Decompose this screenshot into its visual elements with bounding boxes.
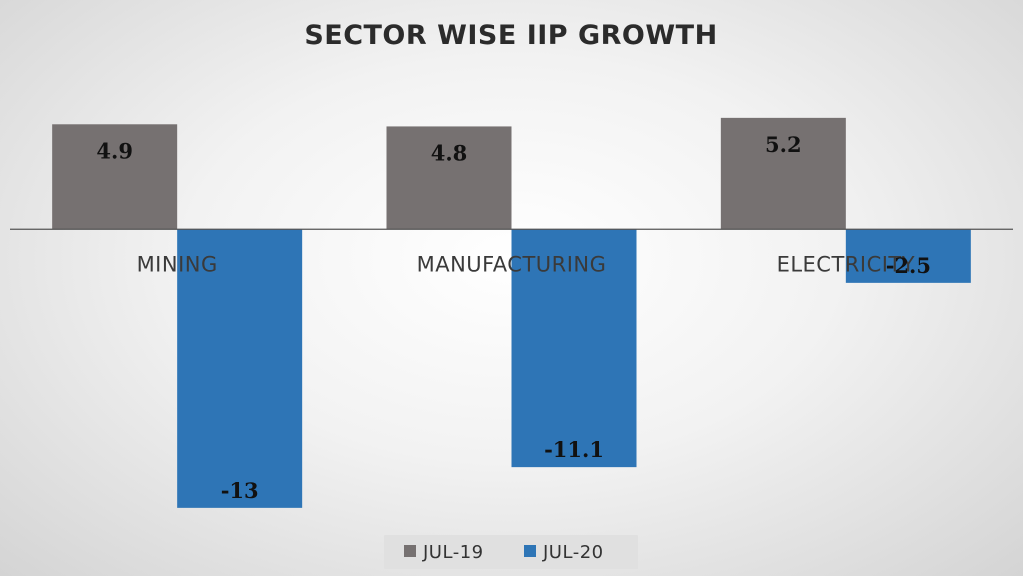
bar-electricity-jul-20 [845,229,971,283]
data-label-electricity-jul-19: 5.2 [765,132,802,157]
bar-manufacturing-jul-19 [386,126,512,230]
chart-title: SECTOR WISE IIP GROWTH [304,20,717,51]
data-label-electricity-jul-20: -2.5 [886,253,931,278]
bar-mining-jul-19 [52,124,178,230]
legend-label-jul-20: JUL-20 [542,542,604,563]
data-label-manufacturing-jul-19: 4.8 [431,140,468,165]
legend-label-jul-19: JUL-19 [422,542,484,563]
category-label-mining: MINING [137,252,218,276]
legend-swatch-jul-19 [404,545,416,557]
legend-swatch-jul-20 [524,545,536,557]
category-label-electricity: ELECTRICITY [777,252,916,276]
category-labels: MINING MANUFACTURING ELECTRICITY [137,252,916,276]
bar-electricity-jul-19 [720,117,846,230]
legend: JUL-19 JUL-20 [384,535,638,569]
bar-manufacturing-jul-20 [511,229,637,468]
data-label-mining-jul-20: -13 [221,478,259,503]
legend-background [384,535,638,569]
bar-mining-jul-20 [177,229,303,508]
data-label-mining-jul-19: 4.9 [96,138,133,163]
data-label-manufacturing-jul-20: -11.1 [544,437,604,462]
category-label-manufacturing: MANUFACTURING [417,252,607,276]
data-labels: 4.9 -13 4.8 -11.1 5.2 -2.5 [96,132,931,503]
bars-group [52,117,971,508]
